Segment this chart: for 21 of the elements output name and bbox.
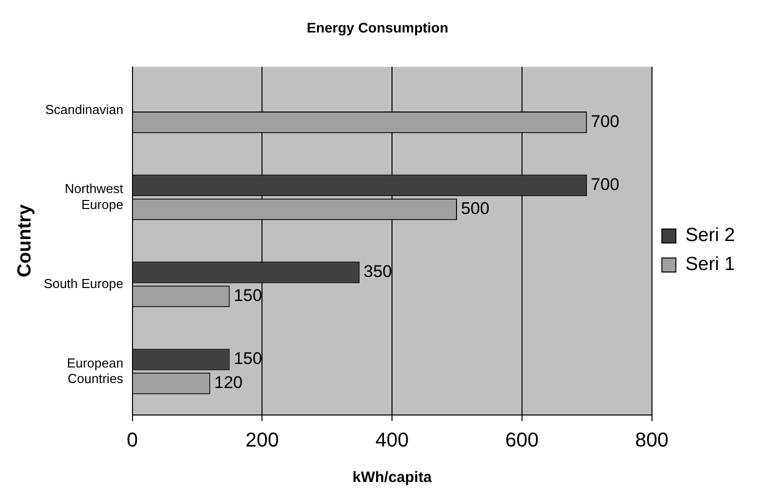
data-label: 700	[590, 175, 620, 194]
data-label: 700	[590, 112, 620, 131]
legend-label: Seri 1	[685, 254, 736, 276]
y-tick-label: South Europe	[44, 276, 124, 292]
x-axis-title: kWh/capita	[352, 469, 432, 486]
data-label: 150	[234, 349, 262, 368]
legend-label: Seri 2	[685, 225, 736, 246]
y-tick-label: Northwest Europe	[64, 181, 124, 212]
data-label: 350	[364, 262, 392, 282]
chart-title: Energy Consumption	[306, 19, 448, 36]
x-tick-label: 400	[375, 430, 409, 452]
data-label: 500	[461, 199, 490, 218]
data-label: 120	[214, 373, 243, 392]
y-axis-title: Country	[14, 204, 36, 278]
data-label: 150	[234, 286, 262, 306]
y-tick-label: European Countries	[66, 355, 124, 386]
x-tick-label: 600	[505, 430, 539, 452]
y-tick-label: Scandinavian	[45, 102, 124, 117]
x-tick-label: 200	[246, 430, 279, 452]
x-tick-label: 800	[635, 430, 669, 452]
x-tick-label: 0	[126, 430, 138, 452]
